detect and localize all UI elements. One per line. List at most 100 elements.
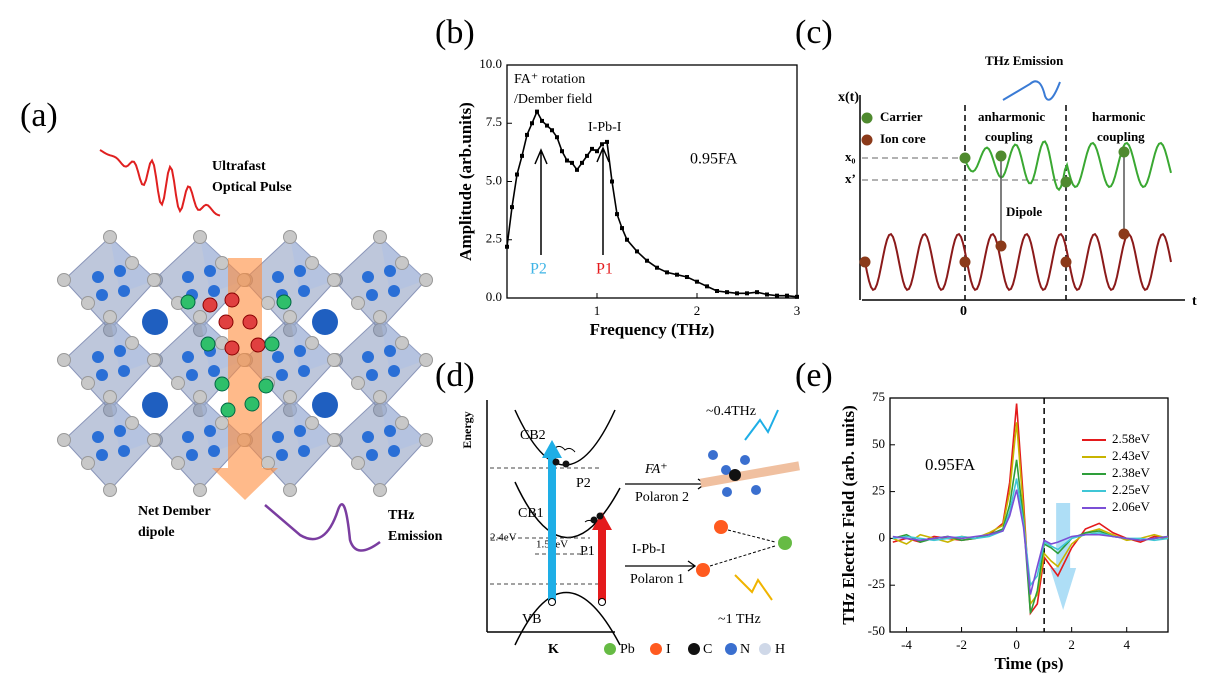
coupling-label: anharmonic [978, 109, 1045, 124]
dipole-label: Net Dember [138, 504, 211, 519]
axis [486, 400, 615, 633]
x-ion [327, 353, 341, 367]
carrier-wave [964, 140, 1172, 192]
electron [562, 460, 570, 468]
x-ion [351, 456, 365, 470]
mode-label: FA⁺ [644, 462, 668, 477]
x-ion [81, 296, 95, 310]
b-ion [272, 431, 284, 443]
carrier-dot [861, 112, 873, 124]
x-ion [215, 256, 229, 270]
x-ion [193, 390, 207, 404]
ion-dot [859, 256, 871, 268]
coupling-label: coupling [985, 129, 1033, 144]
carrier-dot [959, 152, 971, 164]
data-point [655, 265, 659, 270]
legend-label: 2.43eV [1112, 448, 1151, 463]
data-point [595, 149, 599, 154]
x-tick-label: 1 [594, 303, 601, 318]
b-ion [114, 265, 126, 277]
band-label: CB1 [518, 506, 544, 521]
x-ion [373, 390, 387, 404]
x-ion [57, 433, 71, 447]
x-ion [305, 416, 319, 430]
x-axis-label: Frequency (THz) [590, 320, 715, 339]
x-ion [305, 336, 319, 350]
x-ion [261, 456, 275, 470]
b-ion [208, 365, 220, 377]
data-point [610, 179, 614, 184]
x-ion [305, 256, 319, 270]
axis-label: x(t) [838, 90, 859, 105]
pulse-label: Optical Pulse [212, 180, 292, 195]
y-tick-label: 2.5 [486, 231, 502, 246]
b-ion [366, 289, 378, 301]
b-ion [272, 351, 284, 363]
x-ion [373, 230, 387, 244]
data-point [785, 293, 789, 298]
excitation-head [592, 512, 612, 530]
data-point [775, 293, 779, 298]
y-tick-label: 0.0 [486, 289, 502, 304]
y-axis-label: THz Electric Field (arb. units) [839, 405, 858, 625]
data-point [575, 167, 579, 172]
data-point [705, 284, 709, 289]
x-ion [215, 416, 229, 430]
x-ion [103, 230, 117, 244]
legend-label: 2.58eV [1112, 431, 1151, 446]
coupling-label: coupling [1097, 129, 1145, 144]
b-ion [294, 425, 306, 437]
b-ion [298, 445, 310, 457]
x-ion [283, 230, 297, 244]
b-ion [96, 289, 108, 301]
y-tick-label: 50 [872, 436, 885, 451]
data-point [545, 123, 549, 128]
negative-charge [242, 314, 258, 330]
n-atom [751, 485, 761, 495]
data-point [550, 128, 554, 133]
b-ion [388, 365, 400, 377]
b-ion [182, 271, 194, 283]
x-tick-label: 2 [694, 303, 701, 318]
x-ion [125, 416, 139, 430]
data-point [540, 118, 544, 123]
x-ion [125, 336, 139, 350]
data-point [605, 139, 609, 144]
b-ion [384, 425, 396, 437]
legend-label: C [703, 642, 712, 657]
data-point [715, 289, 719, 294]
thz-wave [744, 409, 779, 441]
x-axis-label: Time (ps) [994, 654, 1063, 673]
ion-dot [959, 256, 971, 268]
b-ion [362, 271, 374, 283]
data-point [585, 153, 589, 158]
i-atom [696, 563, 710, 577]
legend-label: 2.06eV [1112, 499, 1151, 514]
data-point [505, 244, 509, 249]
electron [552, 458, 560, 466]
y-tick-label: 25 [872, 483, 885, 498]
b-ion [366, 449, 378, 461]
b-ion [366, 369, 378, 381]
x-ion [261, 296, 275, 310]
data-point [510, 205, 514, 210]
data-point [525, 132, 529, 137]
x-ion [193, 310, 207, 324]
legend-label: H [775, 642, 785, 657]
carrier-dot [1118, 146, 1130, 158]
data-point [615, 212, 619, 217]
b-ion [118, 445, 130, 457]
data-point [675, 272, 679, 277]
positive-charge [200, 336, 216, 352]
x-tick-label: -4 [901, 637, 912, 652]
bond [709, 529, 776, 567]
x-ion [351, 296, 365, 310]
c-atom [729, 469, 741, 481]
x-ion [171, 376, 185, 390]
x-ion [147, 353, 161, 367]
y-tick-label: 7.5 [486, 114, 502, 129]
legend-swatch [688, 643, 700, 655]
panel-label: (e) [795, 357, 833, 394]
level-label: x₀ [845, 149, 856, 164]
b-ion [118, 285, 130, 297]
